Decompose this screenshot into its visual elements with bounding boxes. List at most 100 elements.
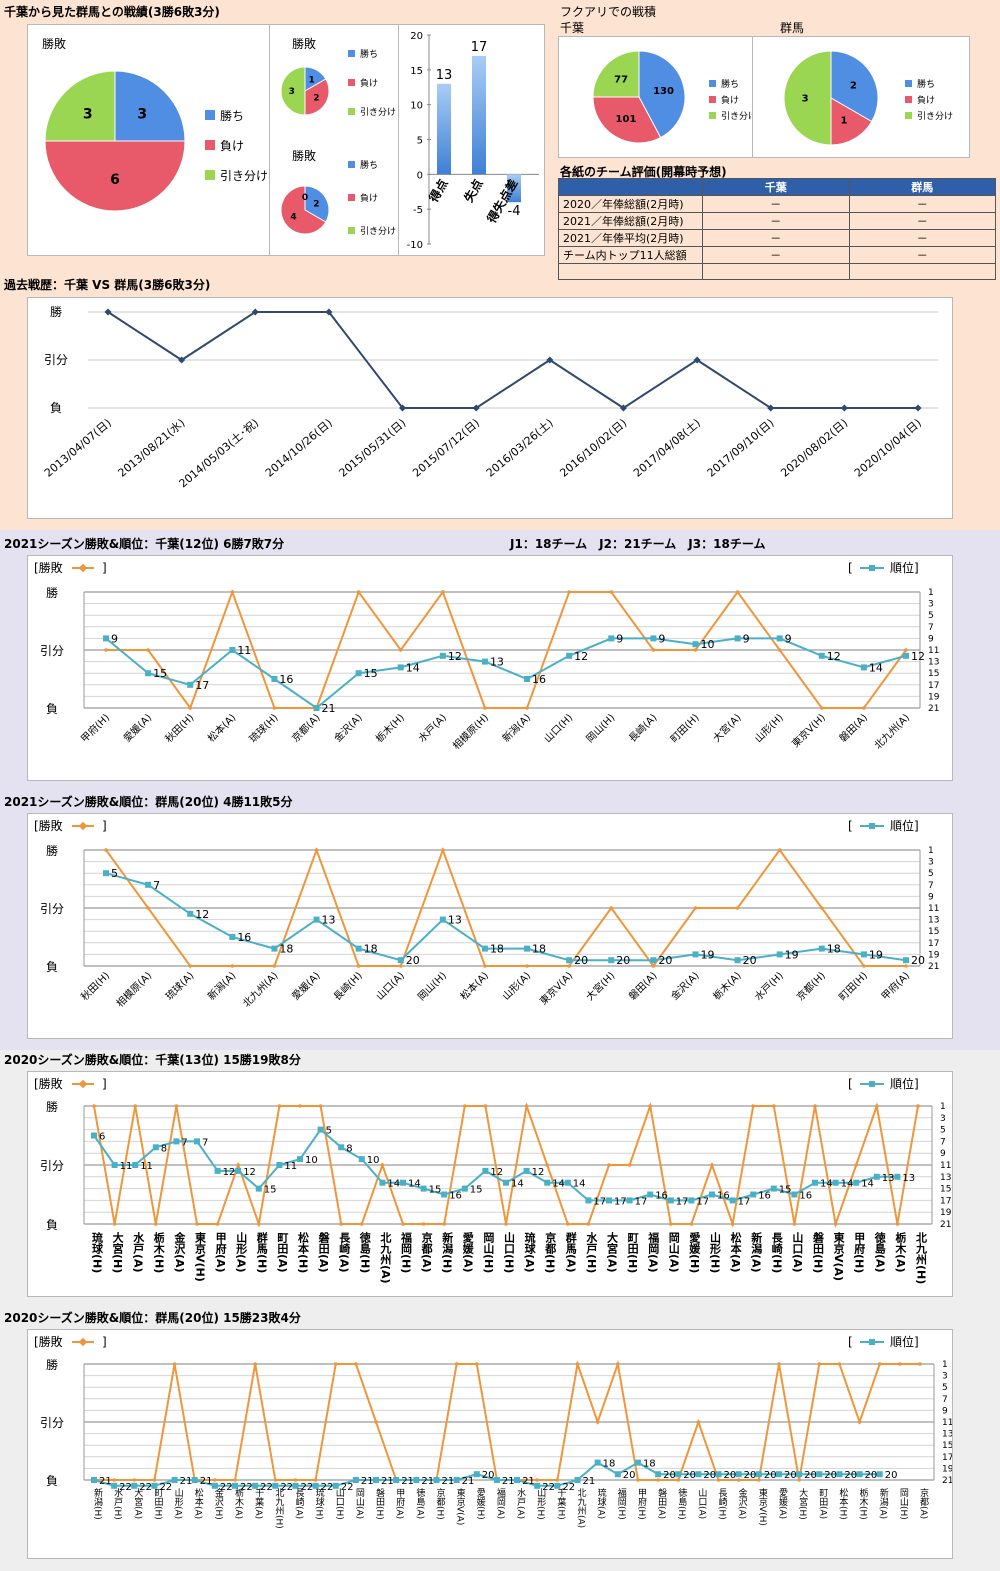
c2021gunma-rank-point-9 bbox=[481, 945, 488, 952]
c2021chiba-rank-label-0: 9 bbox=[111, 632, 118, 645]
history-point-10 bbox=[840, 404, 848, 412]
c2020gunma-rank-point-12 bbox=[332, 1482, 339, 1489]
fukuari-gunma-label-0: 2 bbox=[850, 80, 857, 91]
c2020gunma-result-point-36 bbox=[817, 1362, 822, 1366]
c2020chiba-result-point-5 bbox=[195, 1222, 199, 1226]
history-date-2: 2014/05/03(土･祝) bbox=[176, 416, 261, 491]
c2021gunma-result-point-0 bbox=[104, 848, 108, 852]
c2020gunma-category-30: 山口(A) bbox=[696, 1488, 707, 1519]
c2021chiba-legend-left: [勝敗 bbox=[34, 560, 63, 575]
c2020chiba-rank-label-14: 14 bbox=[387, 1179, 400, 1190]
c2021chiba-rank-tick-5: 11 bbox=[928, 646, 939, 656]
c2021chiba-rank-point-12 bbox=[608, 635, 615, 642]
c2020gunma-ylabel-1: 引分 bbox=[40, 1416, 64, 1430]
c2020gunma-legend-left-end: ] bbox=[102, 1335, 107, 1349]
eval-cell-b: － bbox=[848, 212, 996, 230]
c2020gunma-rank-point-20 bbox=[493, 1477, 500, 1483]
c2020gunma-rank-point-5 bbox=[191, 1477, 198, 1483]
c2020chiba-rank-point-21 bbox=[523, 1167, 530, 1174]
eval-header-row: 千葉 群馬 bbox=[558, 178, 996, 196]
c2021gunma-rank-label-7: 20 bbox=[406, 954, 420, 967]
fukuari-chiba-legend-swatch-1 bbox=[709, 96, 716, 103]
c2021chiba-result-point-19 bbox=[904, 648, 908, 652]
c2020chiba-rank-point-5 bbox=[194, 1138, 200, 1145]
pie-small1-legend-text-1: 負け bbox=[360, 77, 378, 89]
c2020gunma-legend-right-marker bbox=[869, 1339, 875, 1345]
c2020chiba-rank-tick-0: 1 bbox=[940, 1102, 946, 1112]
c2020gunma-category-31: 長崎(H) bbox=[717, 1488, 728, 1520]
c2021chiba-rank-point-7 bbox=[397, 664, 404, 671]
c2020gunma-legend-right: 順位] bbox=[890, 1334, 919, 1349]
history-point-5 bbox=[472, 404, 480, 412]
c2021chiba-rank-tick-2: 5 bbox=[928, 611, 934, 621]
c2020gunma-result-point-14 bbox=[374, 1420, 378, 1424]
c2020chiba-rank-point-30 bbox=[709, 1191, 715, 1198]
c2021gunma-result-point-8 bbox=[441, 848, 445, 852]
c2020gunma-rank-label-25: 18 bbox=[603, 1459, 616, 1470]
c2020chiba-category-5: 東京V(H) bbox=[194, 1231, 207, 1282]
c2020chiba-rank-point-19 bbox=[482, 1167, 489, 1174]
c2020chiba-result-point-11 bbox=[318, 1104, 323, 1108]
c2020chiba-result-point-31 bbox=[730, 1222, 735, 1226]
c2020gunma-result-point-39 bbox=[877, 1362, 882, 1366]
c2021chiba-legend-right: 順位] bbox=[890, 560, 919, 575]
c2021chiba-rank-point-15 bbox=[734, 635, 741, 642]
c2020gunma-category-4: 山形(A) bbox=[173, 1488, 184, 1519]
c2020chiba-category-29: 愛媛(H) bbox=[688, 1231, 702, 1274]
c2020gunma-rank-label-9: 22 bbox=[280, 1482, 293, 1493]
c2021chiba-rank-label-1: 15 bbox=[153, 667, 167, 680]
c2021chiba-category-12: 岡山(H) bbox=[584, 712, 618, 746]
c2021chiba-rank-tick-0: 1 bbox=[928, 588, 934, 598]
c2020gunma-rank-point-18 bbox=[453, 1477, 460, 1483]
c2020gunma-rank-label-26: 20 bbox=[623, 1470, 636, 1481]
eval-cell-a: － bbox=[702, 246, 850, 264]
c2020gunma-rank-tick-3: 7 bbox=[942, 1395, 948, 1405]
c2021chiba-legend-right-open: [ bbox=[848, 561, 853, 575]
c2020gunma-result-point-8 bbox=[253, 1362, 257, 1366]
bar-1 bbox=[472, 55, 486, 175]
c2021gunma-rank-label-19: 20 bbox=[911, 954, 925, 967]
c2020gunma-panel: 1 3 5 7 9 11 13 15 17 19 21 勝引分負 [勝敗][順位] 21 22 22 22 21 2… bbox=[27, 1329, 953, 1559]
history-date-8: 2017/04/08(土) bbox=[631, 416, 703, 479]
eval-title: 各紙のチーム評価(開幕時予想) bbox=[560, 165, 727, 179]
c2020chiba-rank-point-25 bbox=[606, 1197, 612, 1204]
c2021chiba-category-16: 山形(H) bbox=[752, 712, 786, 746]
c2020gunma-rank-point-23 bbox=[554, 1482, 561, 1489]
c2020gunma-result-point-25 bbox=[595, 1420, 600, 1424]
c2020gunma-category-0: 新潟(H) bbox=[92, 1487, 103, 1520]
c2020chiba-category-38: 徳島(A) bbox=[873, 1231, 887, 1273]
c2020gunma-category-17: 京都(H) bbox=[434, 1487, 445, 1520]
c2020chiba-rank-label-5: 7 bbox=[202, 1137, 208, 1148]
c2021chiba-category-1: 愛媛(A) bbox=[121, 711, 155, 745]
c2020chiba-category-28: 岡山(A) bbox=[667, 1232, 680, 1273]
c2020chiba-rank-label-27: 16 bbox=[655, 1191, 668, 1202]
c2020chiba-rank-point-4 bbox=[173, 1138, 180, 1145]
history-point-11 bbox=[914, 404, 922, 412]
c2021chiba-category-2: 秋田(H) bbox=[162, 711, 196, 745]
c2020chiba-rank-label-4: 7 bbox=[181, 1137, 187, 1148]
c2020chiba-rank-point-27 bbox=[647, 1191, 654, 1198]
c2020gunma-result-point-31 bbox=[716, 1478, 721, 1482]
c2021gunma-category-6: 長崎(H) bbox=[331, 969, 365, 1003]
c2020gunma-category-10: 長崎(A) bbox=[293, 1488, 304, 1519]
c2020chiba-category-30: 山形(H) bbox=[709, 1231, 722, 1274]
c2021gunma-rank-label-0: 5 bbox=[111, 867, 118, 880]
c2021chiba-ylabel-2: 負 bbox=[46, 702, 58, 716]
c2020gunma-rank-point-21 bbox=[514, 1477, 521, 1483]
c2020gunma-rank-point-6 bbox=[211, 1482, 218, 1489]
c2020chiba-rank-point-35 bbox=[812, 1179, 818, 1186]
c2020chiba-category-6: 甲府(A) bbox=[214, 1232, 227, 1273]
pie-small1-label-2: 3 bbox=[289, 87, 295, 97]
c2020gunma-category-1: 水戸(H) bbox=[112, 1487, 123, 1520]
c2020gunma-rank-tick-6: 13 bbox=[942, 1430, 952, 1440]
c2021chiba-rank-label-9: 13 bbox=[490, 656, 504, 669]
c2020gunma-result-point-4 bbox=[172, 1362, 177, 1366]
c2021gunma-rank-point-0 bbox=[103, 870, 109, 877]
c2020chiba-title: 2020シーズン勝敗&順位：千葉(13位) 15勝19敗8分 bbox=[4, 1053, 301, 1067]
c2020chiba-rank-point-32 bbox=[750, 1191, 757, 1198]
c2020chiba-result-point-17 bbox=[442, 1222, 447, 1226]
c2020chiba-rank-label-8: 15 bbox=[264, 1185, 277, 1196]
c2020chiba-rank-label-18: 15 bbox=[470, 1185, 483, 1196]
eval-cell-b: － bbox=[848, 229, 996, 247]
bar-value-1: 17 bbox=[471, 40, 488, 55]
